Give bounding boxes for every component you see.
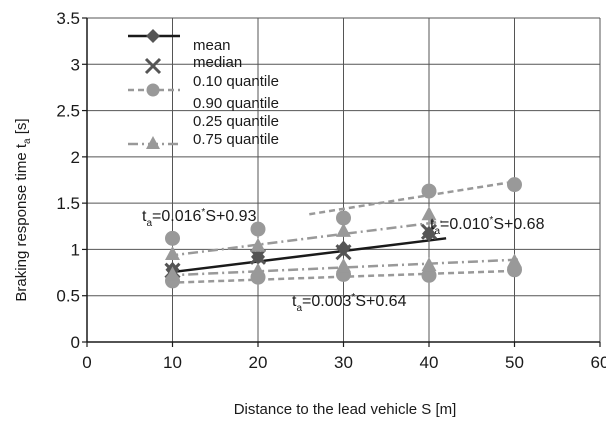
legend-symbol-q10-circle <box>146 83 160 97</box>
data-point-0-75-quantile <box>165 246 180 261</box>
legend-label-q90: 0.90 quantile <box>193 95 279 112</box>
fit-line-mean <box>168 237 447 274</box>
y-tick-label: 2.5 <box>56 102 80 121</box>
data-point-0-25-quantile <box>165 266 180 281</box>
axis-layer <box>82 17 601 347</box>
data-point-0-25-quantile <box>507 253 522 268</box>
fit-line-0-90-quantile <box>309 179 519 216</box>
data-point-0-10-quantile <box>421 267 437 283</box>
legend: mean median 0.10 quantile 0.90 quantile … <box>128 29 279 149</box>
y-tick-label: 0 <box>71 333 80 352</box>
y-tick-label: 3.5 <box>56 9 80 28</box>
marker-layer <box>164 177 522 289</box>
x-tick-label: 40 <box>420 353 439 372</box>
x-tick-label: 30 <box>334 353 353 372</box>
data-point-0-75-quantile <box>336 222 351 237</box>
x-tick-label: 0 <box>82 353 91 372</box>
data-point-median <box>420 223 438 240</box>
y-tick-label: 1.5 <box>56 194 80 213</box>
data-point-0-75-quantile <box>421 206 437 221</box>
data-point-0-90-quantile <box>165 230 180 246</box>
y-tick-label: 3 <box>71 55 80 74</box>
data-point-0-25-quantile <box>250 262 266 277</box>
x-tick-label: 20 <box>249 353 268 372</box>
y-tick-label: 2 <box>71 148 80 167</box>
y-tick-label: 0.5 <box>56 287 80 306</box>
annotation-equation-3: ta=0.003*S+0.64 <box>292 292 407 314</box>
data-point-0-90-quantile <box>250 221 266 237</box>
data-point-median <box>335 244 352 261</box>
legend-symbol-q75-triangle <box>146 136 160 149</box>
data-point-0-25-quantile <box>421 257 437 272</box>
data-point-median <box>249 248 267 265</box>
legend-label-q10: 0.10 quantile <box>193 73 279 90</box>
legend-label-median: median <box>193 54 242 71</box>
x-tick-label: 10 <box>163 353 182 372</box>
tick-label-layer: 0 0.5 1 1.5 2 2.5 3 3.5 0 10 20 30 40 50 60 <box>56 9 606 372</box>
data-point-0-75-quantile <box>250 237 266 252</box>
legend-symbol-median-cross <box>144 57 162 75</box>
data-point-0-90-quantile <box>336 210 351 226</box>
annotation-equation-1: ta=0.016*S+0.93 <box>142 207 257 229</box>
annotation-equation-2: ta=0.010*S+0.68 <box>430 215 545 237</box>
legend-label-q75: 0.75 quantile <box>193 131 279 148</box>
data-point-0-90-quantile <box>507 177 522 193</box>
x-tick-label: 60 <box>591 353 606 372</box>
x-tick-label: 50 <box>505 353 524 372</box>
legend-label-mean: mean <box>193 37 231 54</box>
data-point-mean <box>336 240 351 257</box>
legend-symbol-mean-diamond <box>146 29 160 43</box>
data-point-0-25-quantile <box>336 258 351 273</box>
legend-label-q25: 0.25 quantile <box>193 113 279 130</box>
data-point-0-90-quantile <box>421 183 437 199</box>
y-tick-label: 1 <box>71 240 80 259</box>
fit-line-0-75-quantile <box>168 220 442 258</box>
x-axis-title: Distance to the lead vehicle S [m] <box>234 401 457 418</box>
y-axis-title: Braking response time ta [s] <box>13 118 33 301</box>
